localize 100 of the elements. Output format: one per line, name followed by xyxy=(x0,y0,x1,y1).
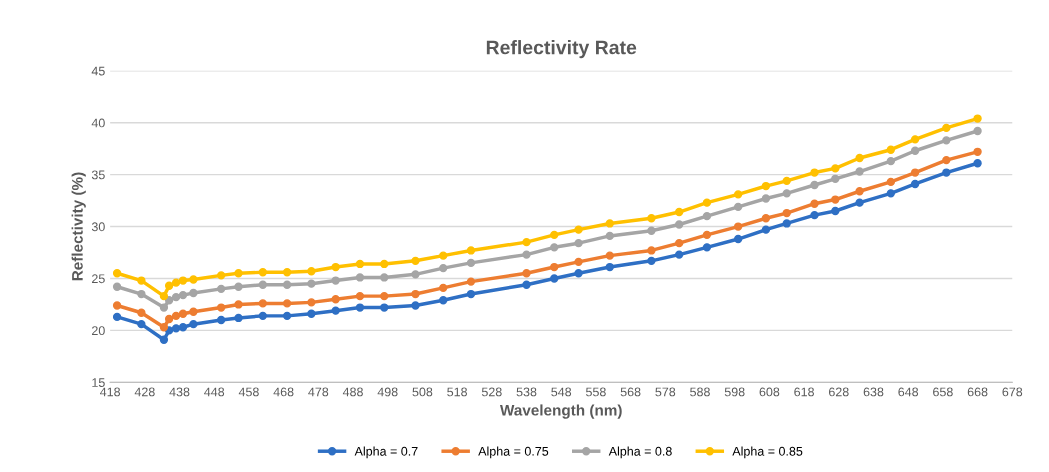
point xyxy=(439,251,448,260)
point xyxy=(171,311,181,321)
x-tick-label: 618 xyxy=(794,387,814,397)
point xyxy=(973,114,982,123)
y-tick-label: 25 xyxy=(92,274,105,284)
point xyxy=(112,282,122,291)
point xyxy=(411,289,420,299)
x-tick-label: 588 xyxy=(690,387,710,397)
point xyxy=(234,282,243,291)
point xyxy=(282,280,292,289)
x-tick-label: 568 xyxy=(620,387,641,397)
point xyxy=(886,189,896,198)
y-axis-title: Reflectivity (%) xyxy=(71,172,86,281)
point xyxy=(439,263,448,273)
point xyxy=(855,187,864,196)
point xyxy=(411,256,420,265)
point xyxy=(675,239,684,248)
point xyxy=(605,251,614,260)
point xyxy=(605,219,614,228)
point xyxy=(522,280,531,289)
point xyxy=(810,168,819,177)
point xyxy=(831,195,840,204)
point xyxy=(782,189,791,198)
point xyxy=(307,279,316,288)
point xyxy=(331,276,340,285)
point xyxy=(171,293,181,302)
x-tick-label: 598 xyxy=(724,387,745,397)
x-tick-label: 508 xyxy=(412,387,433,397)
point xyxy=(282,311,292,321)
legend-label: Alpha = 0.8 xyxy=(608,446,672,459)
point xyxy=(178,290,188,300)
point xyxy=(355,303,365,312)
point xyxy=(171,278,181,287)
point xyxy=(734,190,743,199)
x-tick-label: 648 xyxy=(898,387,919,397)
x-tick-label: 538 xyxy=(516,387,537,397)
point xyxy=(466,277,476,286)
point xyxy=(159,335,169,344)
point xyxy=(831,206,840,216)
point xyxy=(307,298,316,307)
point xyxy=(761,225,771,234)
x-tick-label: 498 xyxy=(377,387,398,397)
point xyxy=(189,275,198,284)
point xyxy=(522,269,531,278)
x-tick-label: 558 xyxy=(585,387,606,397)
x-tick-label: 478 xyxy=(308,387,329,397)
legend-label: Alpha = 0.75 xyxy=(478,446,549,459)
point xyxy=(178,323,188,332)
point xyxy=(855,167,864,176)
y-tick-label: 20 xyxy=(92,326,105,336)
point xyxy=(380,291,389,301)
point xyxy=(886,177,896,187)
point xyxy=(258,268,267,277)
point xyxy=(910,179,920,189)
point xyxy=(137,308,146,317)
point xyxy=(307,267,316,276)
point xyxy=(550,230,559,240)
point xyxy=(702,212,712,221)
point xyxy=(137,289,146,299)
point xyxy=(702,243,712,252)
point xyxy=(761,214,771,223)
point xyxy=(217,315,226,325)
x-tick-label: 678 xyxy=(1002,387,1023,397)
point xyxy=(217,284,226,294)
point xyxy=(810,210,819,220)
point xyxy=(171,324,181,333)
point xyxy=(605,262,614,272)
point xyxy=(550,262,559,272)
point xyxy=(307,309,316,318)
point xyxy=(380,259,389,269)
point xyxy=(973,159,982,168)
point xyxy=(761,181,771,191)
point xyxy=(282,268,292,277)
point xyxy=(761,194,771,203)
point xyxy=(466,246,476,255)
point xyxy=(159,291,169,301)
point xyxy=(411,270,420,279)
x-tick-label: 518 xyxy=(447,387,468,397)
x-tick-label: 488 xyxy=(342,387,363,397)
point xyxy=(159,323,169,332)
point xyxy=(942,155,951,165)
point xyxy=(782,208,791,218)
x-tick-label: 448 xyxy=(204,387,225,397)
point xyxy=(647,226,656,235)
point xyxy=(605,231,614,241)
point xyxy=(466,258,476,268)
point xyxy=(831,164,840,173)
point xyxy=(282,299,292,308)
point xyxy=(810,199,819,208)
point xyxy=(942,168,951,177)
point xyxy=(910,146,920,155)
point xyxy=(178,309,188,318)
chart-title: Reflectivity Rate xyxy=(486,40,637,59)
point xyxy=(886,145,896,154)
point xyxy=(258,311,267,321)
point xyxy=(258,280,267,289)
point xyxy=(855,153,864,163)
y-tick-label: 40 xyxy=(91,118,105,128)
y-tick-label: 30 xyxy=(91,222,105,232)
x-tick-label: 458 xyxy=(238,387,259,397)
